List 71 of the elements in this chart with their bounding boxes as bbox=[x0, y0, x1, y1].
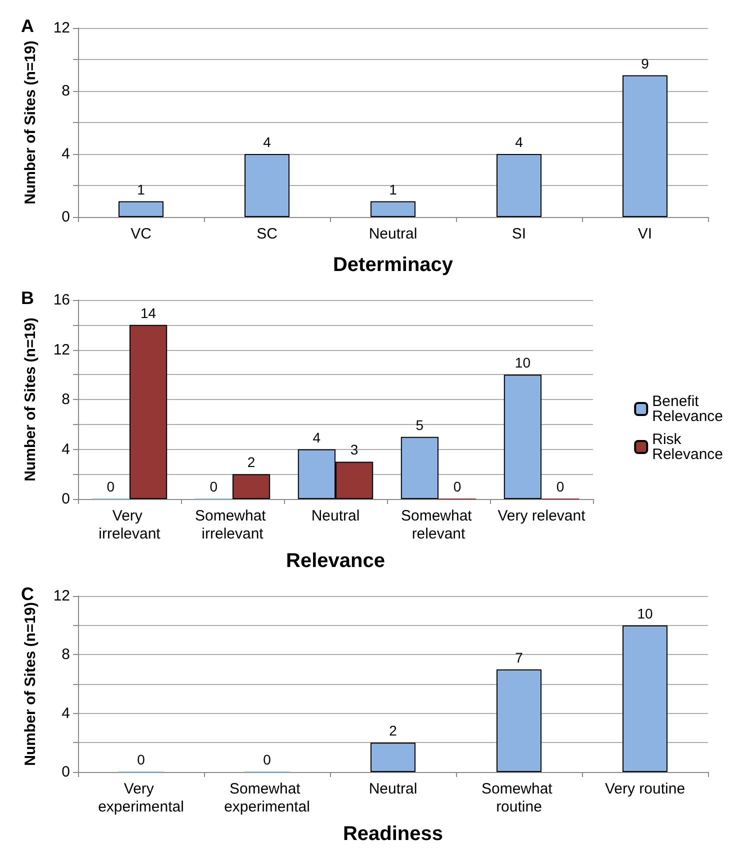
x-tick-label: Neutral bbox=[368, 780, 418, 798]
data-label: 2 bbox=[247, 454, 256, 470]
data-label: 1 bbox=[137, 181, 146, 198]
x-tick-label: VI bbox=[638, 226, 652, 242]
data-label: 3 bbox=[350, 442, 358, 458]
data-label: 14 bbox=[140, 304, 156, 321]
y-tick-label: 12 bbox=[53, 20, 70, 36]
x-axis-title: Determinacy bbox=[332, 254, 454, 276]
y-tick-label: 0 bbox=[62, 764, 70, 780]
legend-label: Risk Relevance bbox=[652, 431, 724, 463]
x-tick-label: Somewhat experimental bbox=[224, 780, 310, 816]
data-label: 4 bbox=[263, 134, 272, 150]
bar bbox=[622, 75, 668, 217]
data-label: 10 bbox=[637, 605, 653, 622]
bar bbox=[496, 669, 542, 772]
chart-title: C bbox=[21, 584, 34, 604]
bar bbox=[370, 201, 416, 217]
y-axis-title: Number of Sites (n=19) bbox=[22, 40, 39, 204]
y-tick-label: 12 bbox=[53, 588, 70, 604]
y-tick-label: 0 bbox=[62, 208, 70, 226]
y-tick-label: 4 bbox=[62, 146, 70, 162]
y-tick-label: 0 bbox=[62, 490, 70, 508]
x-tick-label: Somewhat relevant bbox=[400, 508, 476, 542]
y-tick-label: 8 bbox=[62, 646, 70, 664]
data-label: 0 bbox=[556, 478, 564, 494]
data-label: 0 bbox=[137, 752, 146, 768]
y-tick-label: 8 bbox=[62, 391, 70, 408]
x-tick-label: Neutral bbox=[368, 226, 418, 242]
x-tick-label: Very routine bbox=[604, 780, 686, 798]
bar bbox=[244, 154, 290, 217]
y-tick-label: 4 bbox=[62, 704, 70, 722]
x-tick-label: Very irrelevant bbox=[98, 508, 162, 542]
y-tick-label: 12 bbox=[53, 341, 70, 358]
x-tick-label: Very relevant bbox=[498, 508, 586, 524]
bar bbox=[400, 436, 438, 499]
bar bbox=[118, 201, 164, 217]
data-label: 4 bbox=[515, 134, 524, 150]
x-tick-label: SC bbox=[256, 226, 278, 242]
x-tick-label: Very experimental bbox=[98, 780, 184, 816]
data-label: 10 bbox=[514, 354, 531, 371]
y-axis-title: Number of Sites (n=19) bbox=[22, 602, 39, 766]
legend-label: Benefit Relevance bbox=[652, 393, 724, 425]
bar bbox=[622, 625, 668, 772]
data-label: 1 bbox=[389, 181, 398, 198]
data-label: 7 bbox=[515, 649, 524, 666]
chart-title: B bbox=[21, 288, 34, 308]
x-tick-label: SI bbox=[512, 226, 526, 242]
y-axis-title: Number of Sites (n=19) bbox=[22, 318, 39, 482]
bar bbox=[232, 474, 270, 499]
bar bbox=[130, 324, 168, 499]
data-label: 5 bbox=[416, 416, 424, 433]
bar bbox=[496, 154, 542, 217]
x-tick-label: Neutral bbox=[311, 508, 360, 524]
data-label: 4 bbox=[312, 429, 321, 446]
y-tick-label: 4 bbox=[62, 440, 70, 458]
y-tick-label: 8 bbox=[62, 82, 70, 100]
data-label: 9 bbox=[641, 55, 650, 72]
x-tick-label: Somewhat irrelevant bbox=[194, 508, 270, 542]
x-axis-title: Relevance bbox=[286, 550, 385, 572]
data-label: 0 bbox=[106, 478, 115, 494]
data-label: 0 bbox=[453, 478, 462, 494]
x-tick-label: Somewhat routine bbox=[481, 780, 557, 816]
x-axis-title: Readiness bbox=[342, 823, 444, 845]
x-tick-label: VC bbox=[130, 226, 152, 242]
bar bbox=[370, 742, 416, 772]
data-label: 0 bbox=[263, 752, 272, 768]
data-label: 2 bbox=[389, 722, 398, 739]
chart-title: A bbox=[21, 16, 34, 36]
data-label: 0 bbox=[210, 478, 218, 494]
y-tick-label: 16 bbox=[53, 292, 70, 308]
bar bbox=[504, 374, 542, 499]
